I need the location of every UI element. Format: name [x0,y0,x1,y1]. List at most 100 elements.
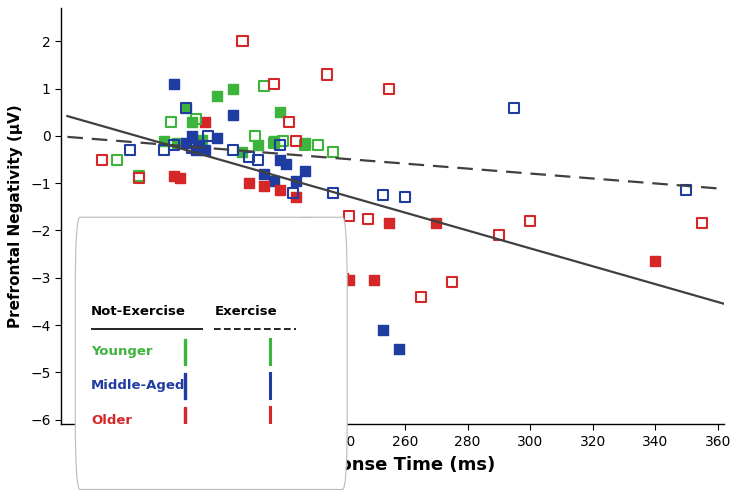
Point [158,137,170,145]
Text: Exercise: Exercise [215,305,277,318]
Point [165,118,177,125]
Point [368,276,380,284]
Point [314,246,326,253]
Point [189,146,201,154]
Point [227,111,239,119]
Point [343,213,354,220]
Point [274,108,286,116]
Point [383,219,395,227]
Point [252,155,264,163]
Point [171,139,183,147]
Text: Younger: Younger [91,345,152,359]
Point [243,154,255,161]
Point [327,189,339,197]
Point [299,167,311,175]
Point [299,219,311,227]
Point [212,92,223,100]
Point [399,193,411,201]
Point [199,118,211,125]
Point [258,170,270,178]
FancyBboxPatch shape [75,217,347,490]
Point [227,146,239,154]
Point [181,104,192,112]
Point [258,82,270,90]
Bar [270,339,272,365]
Point [186,132,198,140]
Point [268,139,280,147]
Point [343,276,354,284]
Point [268,80,280,88]
Point [377,326,389,334]
Point [312,142,323,150]
Point [649,257,661,265]
Point [508,104,520,112]
Point [321,70,333,78]
Point [181,139,192,147]
Point [193,142,205,150]
Point [362,215,374,222]
Point [286,189,298,197]
Point [174,175,186,183]
Point [186,118,198,125]
Point [274,186,286,194]
Point [158,146,170,154]
Y-axis label: Prefrontal Negativity (μV): Prefrontal Negativity (μV) [8,104,24,328]
Point [237,149,249,156]
Point [337,274,349,282]
Point [186,144,198,152]
Point [278,137,289,145]
Point [290,137,302,145]
Text: Older: Older [91,413,132,427]
Point [168,172,180,180]
Point [196,136,208,144]
Point [299,241,311,248]
Bar [184,373,186,399]
Point [290,177,302,185]
Point [290,193,302,201]
Point [227,85,239,92]
Point [268,177,280,185]
Point [274,142,286,150]
Point [252,142,264,150]
Point [193,144,205,152]
Point [181,104,192,112]
Point [283,118,295,125]
Point [299,142,311,150]
Point [124,146,136,154]
Text: Not-Exercise: Not-Exercise [91,305,186,318]
Point [446,278,458,286]
Point [431,219,443,227]
Point [202,132,214,140]
Text: Middle-Aged: Middle-Aged [91,379,185,393]
Point [249,132,261,140]
Point [327,149,339,156]
Point [393,345,405,353]
Point [414,293,426,301]
Bar [270,373,272,399]
Point [199,146,211,154]
Point [493,231,505,239]
Point [112,155,124,163]
Point [280,160,292,168]
Point [243,179,255,187]
Point [299,139,311,147]
Point [312,238,323,246]
Point [268,137,280,145]
Bar [270,407,272,433]
Bar [184,407,186,433]
Point [290,274,302,282]
Point [681,186,693,194]
Point [133,175,145,183]
Point [237,37,249,45]
Point [383,85,395,92]
Point [189,116,201,123]
Point [168,80,180,88]
Point [274,155,286,163]
Point [258,182,270,189]
Point [168,142,180,150]
X-axis label: Response Time (ms): Response Time (ms) [290,456,495,474]
Point [133,172,145,180]
Bar [184,339,186,365]
Point [96,155,108,163]
Point [377,191,389,199]
